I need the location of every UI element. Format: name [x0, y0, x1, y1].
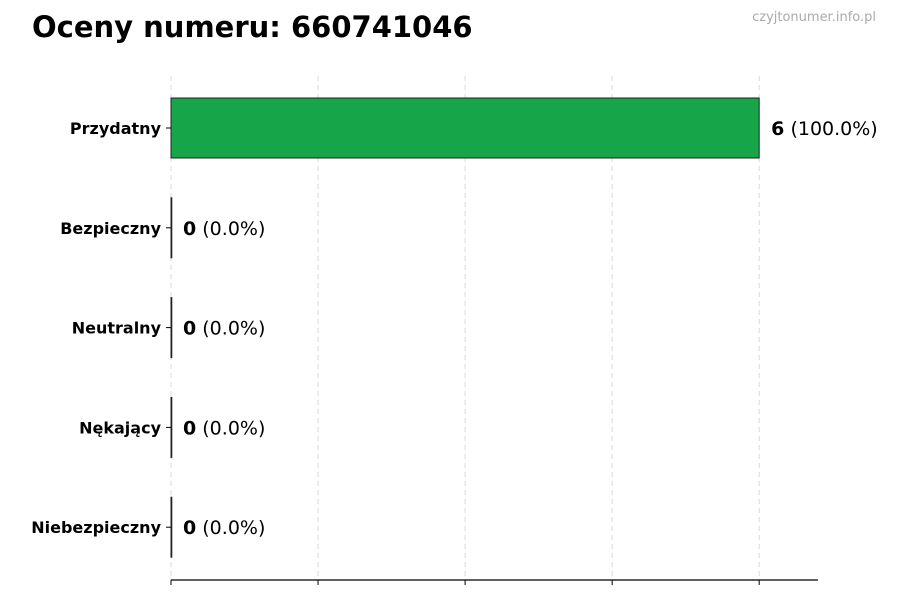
value-percent: (100.0%): [784, 118, 877, 140]
chart-title: Oceny numeru: 660741046: [32, 10, 473, 44]
category-label: Niebezpieczny: [31, 518, 161, 537]
value-percent: (0.0%): [196, 517, 265, 539]
value-count: 0: [183, 517, 196, 539]
value-count: 0: [183, 318, 196, 340]
category-label: Neutralny: [72, 319, 162, 338]
value-percent: (0.0%): [196, 318, 265, 340]
category-label: Nękający: [79, 418, 161, 437]
bar: [170, 396, 173, 458]
bar: [170, 297, 173, 359]
value-label: 6 (100.0%): [771, 118, 878, 140]
watermark: czyjtonumer.info.pl: [752, 10, 876, 25]
value-label: 0 (0.0%): [183, 517, 265, 539]
value-count: 6: [771, 118, 784, 140]
value-count: 0: [183, 417, 196, 439]
value-percent: (0.0%): [196, 417, 265, 439]
value-count: 0: [183, 218, 196, 240]
bar: [170, 97, 760, 159]
value-label: 0 (0.0%): [183, 218, 265, 240]
category-label: Bezpieczny: [60, 219, 161, 238]
bar: [170, 197, 173, 259]
value-label: 0 (0.0%): [183, 417, 265, 439]
value-percent: (0.0%): [196, 218, 265, 240]
category-label: Przydatny: [70, 119, 162, 138]
bar: [170, 496, 173, 558]
value-label: 0 (0.0%): [183, 318, 265, 340]
